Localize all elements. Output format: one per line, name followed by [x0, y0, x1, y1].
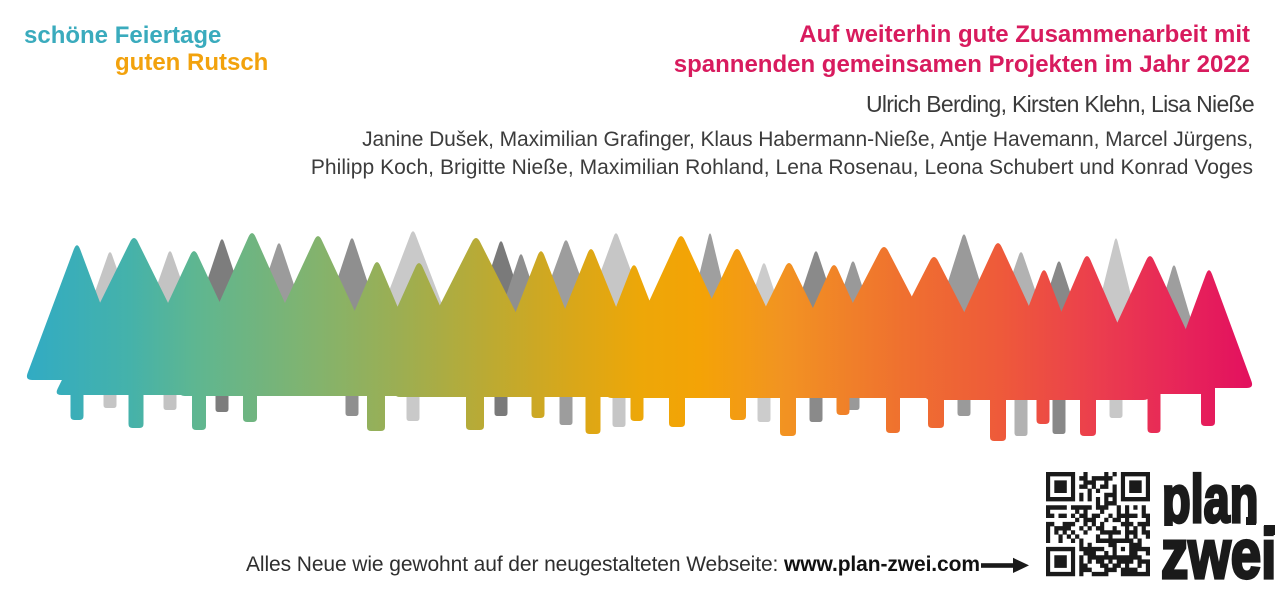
svg-text:plan: plan	[1162, 463, 1258, 537]
svg-text:zwei: zwei	[1161, 516, 1276, 594]
